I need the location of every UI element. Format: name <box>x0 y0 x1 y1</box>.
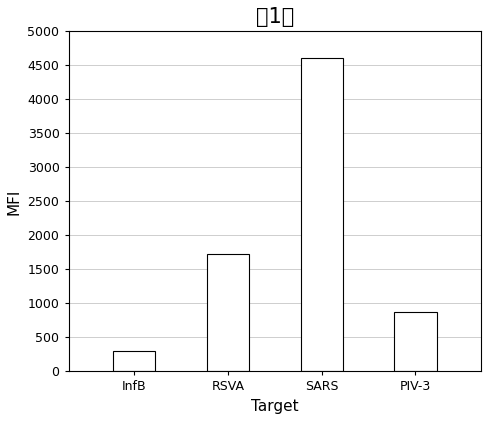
Bar <box>207 254 249 371</box>
Bar <box>301 59 343 371</box>
Title: 第1组: 第1组 <box>256 7 294 27</box>
Bar <box>394 312 437 371</box>
Y-axis label: MFI: MFI <box>7 188 22 215</box>
Bar <box>113 351 155 371</box>
X-axis label: Target: Target <box>251 399 299 414</box>
